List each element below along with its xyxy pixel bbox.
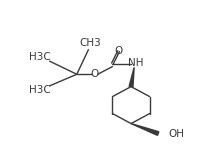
Polygon shape xyxy=(131,124,159,135)
Polygon shape xyxy=(129,67,134,87)
Text: O: O xyxy=(91,69,99,79)
Text: H3C: H3C xyxy=(29,52,51,62)
Text: CH3: CH3 xyxy=(79,38,101,49)
Text: O: O xyxy=(115,46,123,56)
Text: H3C: H3C xyxy=(29,85,51,95)
Text: OH: OH xyxy=(168,129,184,139)
Text: NH: NH xyxy=(128,59,143,68)
